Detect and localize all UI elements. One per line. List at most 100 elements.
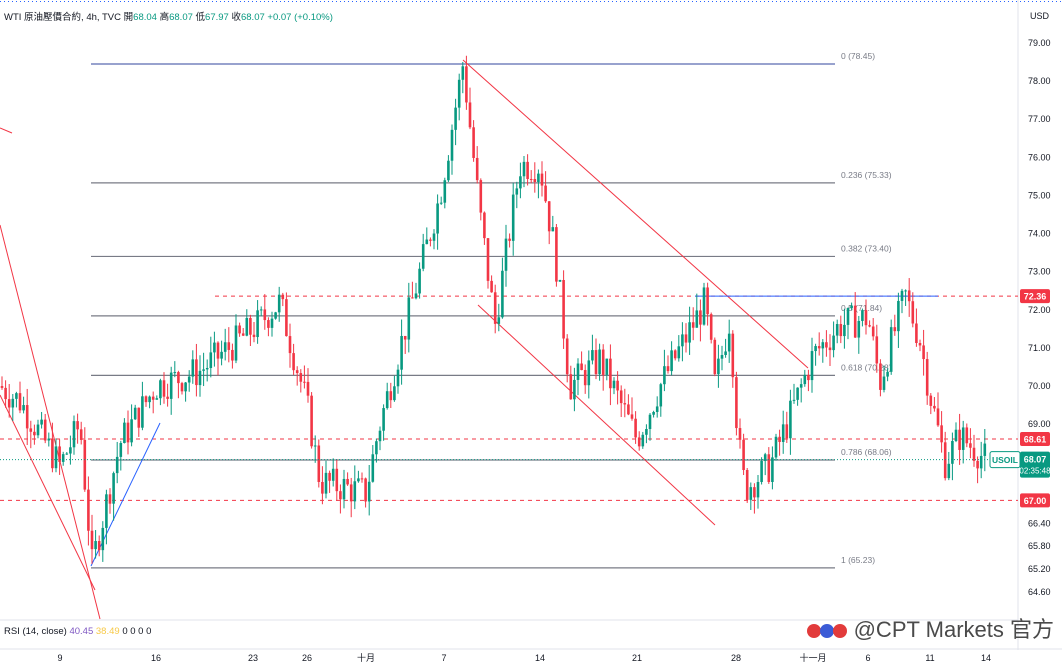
candle-body — [555, 227, 558, 282]
price-axis[interactable]: USD 79.00 78.00 77.00 76.00 75.00 74.00 73.00 72… — [1028, 11, 1051, 597]
current-price-tag[interactable] — [1020, 451, 1050, 478]
candle-body — [879, 363, 882, 390]
candle-body — [475, 157, 479, 181]
price-tag[interactable] — [1020, 289, 1050, 304]
candle-body — [54, 446, 58, 469]
price-tag[interactable] — [1020, 432, 1050, 447]
candle-body — [313, 445, 317, 447]
candle-body — [400, 335, 403, 370]
candle-body — [22, 405, 25, 411]
price-tick-label: 76.00 — [1028, 152, 1051, 162]
candle-body — [623, 403, 627, 405]
candle-body — [882, 376, 886, 390]
candle-body — [706, 287, 709, 315]
candle-body — [173, 372, 177, 374]
candle-body — [357, 478, 360, 482]
candle-body — [562, 280, 565, 339]
candle-body — [702, 287, 706, 325]
candle-body — [587, 360, 591, 386]
candle-body — [292, 353, 295, 371]
candle-body — [709, 314, 713, 340]
candle-body — [450, 129, 454, 161]
candle-body — [429, 239, 432, 241]
candle-body — [191, 359, 195, 377]
candle-body — [342, 478, 346, 500]
candle-body — [198, 370, 202, 386]
candle-body — [864, 310, 868, 326]
trend-line[interactable] — [462, 59, 809, 369]
trend-line[interactable] — [90, 422, 161, 567]
candle-body — [789, 400, 792, 439]
candle-body — [141, 396, 144, 428]
fib-level-label: 0.618 (70.28) — [841, 362, 892, 372]
candle-body — [483, 212, 486, 239]
candle-body — [184, 382, 187, 392]
low-value: 67.97 — [205, 12, 229, 23]
candle-body — [76, 421, 79, 430]
candle-body — [501, 270, 504, 318]
price-tags: 72.36 68.61 67.00 USOIL 68.07 02:35:48 — [989, 289, 1051, 508]
trend-line[interactable] — [0, 127, 13, 134]
candle-body — [137, 407, 141, 428]
countdown-label: 02:35:48 — [1019, 467, 1051, 476]
fib-level-label: 1 (65.23) — [841, 555, 875, 565]
candle-body — [796, 387, 799, 400]
candle-body — [922, 345, 925, 360]
candle-body — [202, 369, 205, 371]
candle-body — [533, 179, 537, 182]
candle-body — [306, 381, 310, 396]
candle-body — [162, 380, 166, 397]
candle-body — [598, 349, 601, 375]
trend-line[interactable] — [477, 304, 716, 526]
candle-body — [591, 350, 594, 361]
candle-body — [227, 342, 231, 350]
fib-level-label: 0.236 (75.33) — [841, 170, 892, 180]
candle-body — [148, 396, 151, 403]
time-tick-label: 26 — [302, 653, 312, 663]
candle-body — [871, 326, 875, 337]
candle-body — [58, 446, 61, 462]
candle-body — [659, 384, 663, 407]
candle-body — [231, 349, 234, 361]
fib-level-label: 0.786 (68.06) — [841, 447, 892, 457]
fibonacci-retracement[interactable]: 0 (78.45) 0.236 (75.33) 0.382 (73.40) 0.5 (… — [91, 51, 892, 569]
candle-body — [961, 427, 965, 450]
candle-body — [609, 358, 612, 389]
candle-body — [580, 363, 583, 371]
candle-body — [130, 419, 133, 443]
open-label: 開 — [123, 12, 134, 23]
rsi-legend[interactable]: RSI (14, close) 40.45 38.49 0 0 0 0 — [4, 626, 151, 637]
low-label: 低 — [195, 12, 206, 23]
candle-body — [97, 541, 101, 551]
candle-body — [328, 472, 331, 481]
trend-line[interactable] — [0, 394, 96, 591]
candle-body — [18, 393, 22, 411]
price-tick-label: 75.00 — [1028, 190, 1051, 200]
candle-body — [223, 342, 227, 352]
candle-body — [108, 494, 112, 504]
trend-lines[interactable] — [0, 59, 938, 620]
candle-body — [133, 407, 137, 420]
candle-body — [36, 424, 40, 436]
price-tick-label: 71.00 — [1028, 343, 1051, 353]
candle-body — [799, 384, 803, 388]
candle-body — [472, 127, 475, 158]
candle-body — [51, 438, 54, 469]
candle-body — [454, 107, 457, 130]
candle-body — [821, 342, 825, 349]
candle-body — [933, 405, 936, 409]
candle-body — [349, 484, 353, 502]
candle-body — [151, 396, 155, 400]
candle-body — [393, 386, 396, 401]
trend-line[interactable] — [0, 224, 101, 620]
candle-body — [954, 429, 958, 442]
candle-body — [540, 173, 544, 186]
price-tag[interactable] — [1020, 493, 1050, 508]
time-axis[interactable]: 9 16 23 26 十月 7 14 21 28 十一月 6 11 14 — [57, 652, 991, 663]
price-tag-label: 67.00 — [1024, 496, 1047, 506]
time-tick-label: 6 — [865, 653, 870, 663]
price-tick-label: 65.80 — [1028, 541, 1051, 551]
candle-body — [65, 453, 69, 455]
candle-body — [94, 541, 97, 550]
